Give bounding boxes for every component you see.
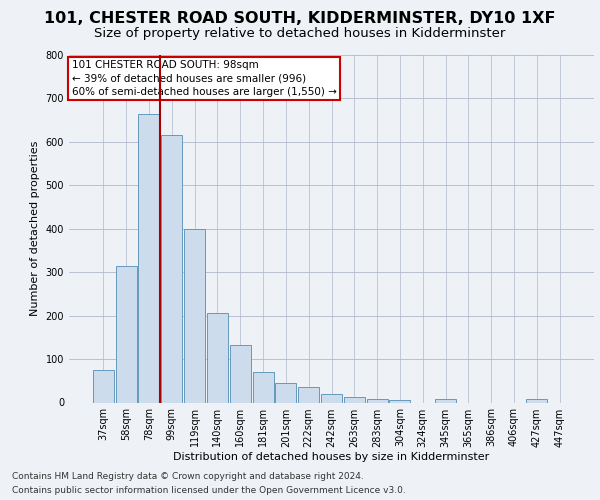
X-axis label: Distribution of detached houses by size in Kidderminster: Distribution of detached houses by size … [173, 452, 490, 462]
Bar [139, 114, 160, 403]
Text: Contains public sector information licensed under the Open Government Licence v3: Contains public sector information licen… [12, 486, 406, 495]
Text: 101, CHESTER ROAD SOUTH, KIDDERMINSTER, DY10 1XF: 101, CHESTER ROAD SOUTH, KIDDERMINSTER, … [44, 11, 556, 26]
Text: Size of property relative to detached houses in Kidderminster: Size of property relative to detached ho… [94, 28, 506, 40]
Bar [344, 397, 365, 402]
Bar [184, 229, 205, 402]
Bar [161, 136, 182, 402]
Bar [230, 344, 251, 403]
Bar [526, 400, 547, 402]
Bar [116, 266, 137, 402]
Bar [389, 400, 410, 402]
Text: Contains HM Land Registry data © Crown copyright and database right 2024.: Contains HM Land Registry data © Crown c… [12, 472, 364, 481]
Bar [93, 370, 114, 402]
Bar [207, 314, 228, 402]
Bar [367, 399, 388, 402]
Bar [298, 388, 319, 402]
Bar [275, 383, 296, 402]
Bar [435, 399, 456, 402]
Bar [321, 394, 342, 402]
Y-axis label: Number of detached properties: Number of detached properties [30, 141, 40, 316]
Text: 101 CHESTER ROAD SOUTH: 98sqm
← 39% of detached houses are smaller (996)
60% of : 101 CHESTER ROAD SOUTH: 98sqm ← 39% of d… [71, 60, 337, 96]
Bar [253, 372, 274, 402]
